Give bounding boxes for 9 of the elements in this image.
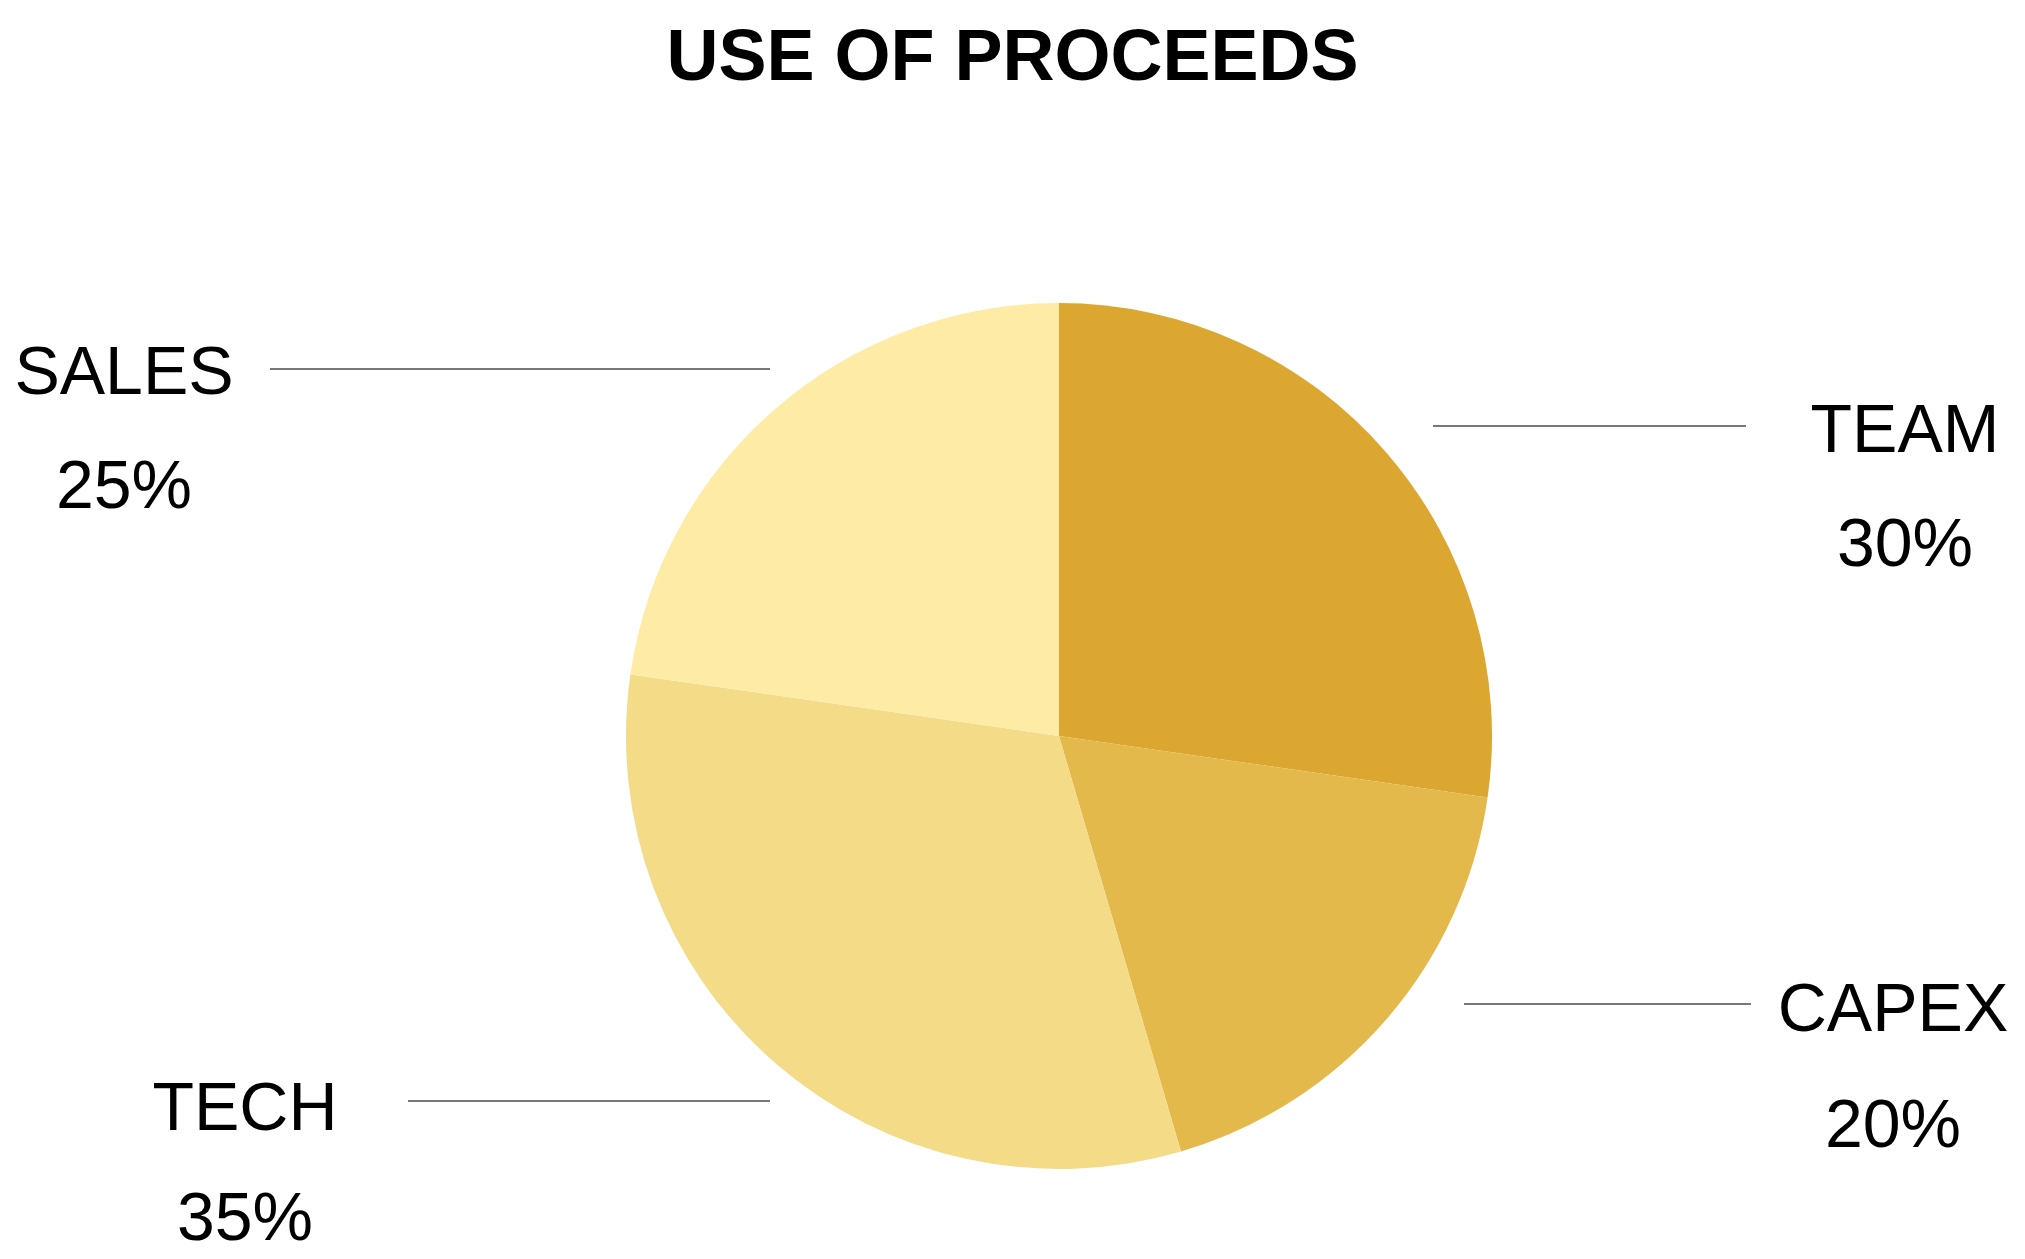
data-label: 20%	[1824, 1085, 1962, 1161]
data-label: 30%	[1836, 504, 1974, 580]
data-label: 35%	[176, 1178, 314, 1254]
slice-label: SALES	[14, 332, 234, 408]
slice-label: CAPEX	[1777, 969, 2009, 1045]
data-label: 25%	[55, 446, 193, 522]
slice-label: TEAM	[1810, 390, 2000, 466]
chart-title: USE OF PROCEEDS	[665, 14, 1360, 96]
slice-label: TECH	[152, 1068, 338, 1144]
